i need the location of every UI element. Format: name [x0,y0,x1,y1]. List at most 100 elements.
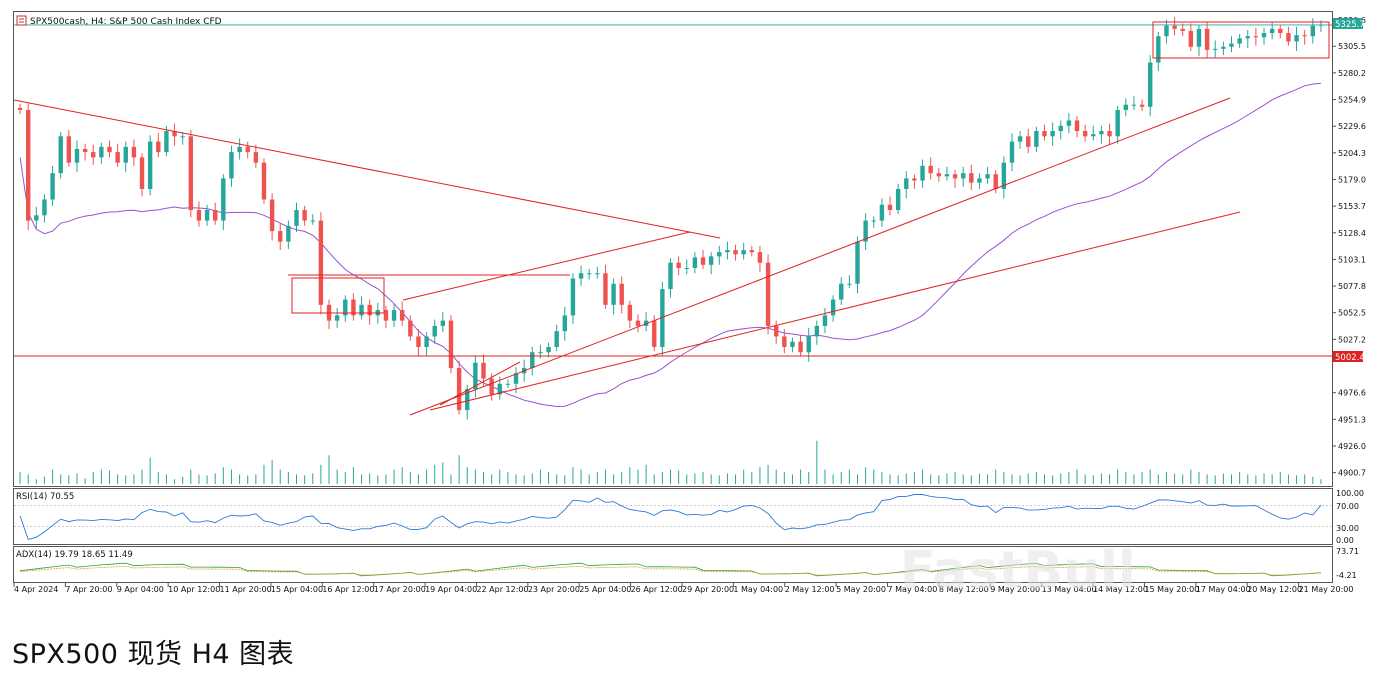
channel-upper-line [402,231,691,301]
candle-body [1180,28,1185,31]
candle-body [318,220,324,305]
candle-body [204,210,210,221]
adx-di-line [20,565,1321,576]
candle-body [1091,134,1096,137]
candle-body [1310,25,1316,37]
candle-body [489,378,494,395]
adx-level-low: -4.21 [1336,571,1357,580]
candle-body [432,325,437,337]
x-tick-label: 29 Apr 20:00 [682,585,734,594]
y-tick-label: 5229.6 [1338,122,1366,131]
candle-body [1221,46,1226,49]
candle-body [99,146,104,158]
candle-body [562,315,568,332]
y-tick-label: 5027.2 [1338,335,1366,344]
candle-body [448,320,454,369]
candle-body [652,320,657,347]
candle-body [481,362,486,379]
y-tick-label: 4976.6 [1338,389,1366,398]
candle-body [538,352,543,354]
y-tick-label: 5280.2 [1338,69,1366,78]
candle-body [684,267,689,269]
y-tick-label: 5179.0 [1338,175,1366,184]
candle-body [1066,120,1072,126]
candle-body [456,368,462,411]
x-tick-label: 16 Apr 12:00 [322,585,374,594]
candle-body [782,336,787,347]
candle-body [928,165,933,174]
y-tick-label: 5128.4 [1338,229,1366,238]
rsi-level-100: 100.00 [1336,489,1364,498]
candle-body [627,304,633,321]
candle-body [42,199,47,216]
candle-body [221,178,226,221]
candle-body [513,373,519,384]
x-tick-label: 8 May 12:00 [939,585,989,594]
candle-body [1237,38,1242,44]
candle-body [944,174,950,177]
candle-body [1082,131,1088,137]
candle-body [1131,104,1137,106]
candle-body [25,109,31,221]
candle-body [595,273,600,275]
candle-body [977,178,982,183]
x-tick-label: 1 May 04:00 [733,585,783,594]
candle-body [351,299,356,316]
x-tick-label: 23 Apr 20:00 [528,585,580,594]
candle-body [1302,35,1307,37]
candle-body [156,141,161,153]
adx-level-high: 73.71 [1336,547,1359,556]
candle-body [334,315,340,321]
candle-body [1245,36,1250,39]
candle-body [530,352,535,369]
support-price-tag [1333,351,1363,362]
uptrend-support-line [429,211,1241,411]
candle-body [798,341,803,353]
candle-body [50,173,55,200]
moving-average-line [19,82,1321,408]
y-tick-label: 5052.5 [1338,309,1366,318]
x-tick-label: 13 May 04:00 [1042,585,1097,594]
candle-body [424,336,429,347]
price-chart: 5330.65305.55280.25254.95229.65204.35179… [13,11,1366,600]
candle-body [107,146,112,153]
candle-body [82,148,88,153]
candle-body [993,174,998,189]
candle-body [790,341,795,347]
candle-body [733,250,738,255]
candle-body [603,273,608,305]
candle-body [115,152,120,163]
x-tick-label: 4 Apr 2024 [14,585,58,594]
candle-body [985,174,990,179]
candle-body [1172,25,1177,29]
candle-body [700,257,706,265]
candle-body [717,252,722,257]
rsi-pane [13,488,1333,545]
current-price-label: 5325.7 [1335,20,1365,30]
price-pane [13,11,1333,487]
candle-body [180,136,185,138]
chart-title: SPX500cash, H4: S&P 500 Cash Index CFD [30,17,222,27]
candle-body [229,152,234,179]
symbol-icon [16,15,27,26]
candle-body [164,131,169,153]
minor-trend-line [439,361,521,406]
x-tick-label: 15 May 20:00 [1144,585,1199,594]
candle-body [1009,141,1015,163]
candle-body [912,178,917,181]
candle-body [1050,131,1055,137]
candle-body [1099,131,1104,135]
candle-body [708,256,714,265]
candle-body [1156,36,1161,63]
candle-body [830,299,836,316]
candle-body [212,210,218,221]
candle-body [546,346,551,353]
candle-body [497,383,502,395]
candle-body [1278,28,1283,34]
adx-pane [13,546,1333,583]
candle-body [692,257,698,268]
candle-body [147,141,153,189]
x-tick-label: 17 May 04:00 [1196,585,1251,594]
candle-body [473,362,478,390]
candle-body [188,136,194,211]
